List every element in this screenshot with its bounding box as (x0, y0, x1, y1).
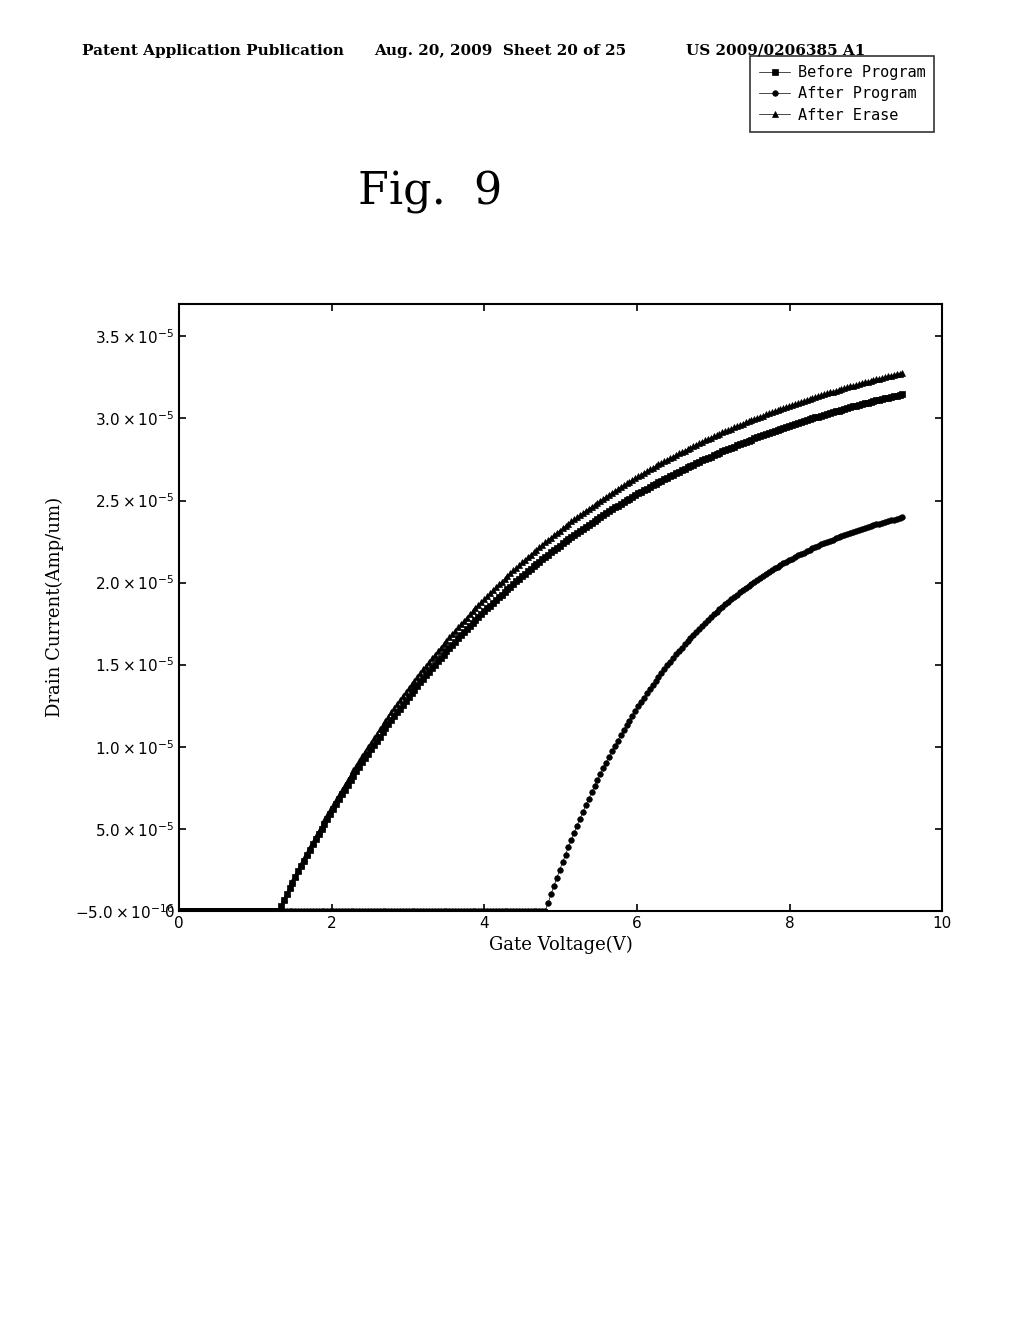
Before Program (896, 387, 908, 403)
Text: Patent Application Publication: Patent Application Publication (82, 44, 344, 58)
After Erase (472, 597, 484, 612)
After Erase (292, 862, 304, 878)
After Program (867, 517, 880, 533)
After Erase (591, 495, 603, 511)
After Program (173, 903, 185, 919)
X-axis label: Gate Voltage(V): Gate Voltage(V) (488, 936, 633, 954)
After Erase (464, 606, 476, 622)
Line: After Program: After Program (176, 515, 905, 913)
After Erase (673, 446, 685, 462)
Before Program (867, 393, 880, 409)
Before Program (472, 610, 484, 626)
Before Program (292, 863, 304, 879)
Text: US 2009/0206385 A1: US 2009/0206385 A1 (686, 44, 865, 58)
After Program (472, 903, 484, 919)
Y-axis label: Drain Current(Amp/um): Drain Current(Amp/um) (46, 498, 65, 717)
Text: Fig.  9: Fig. 9 (358, 170, 502, 214)
After Program (896, 510, 908, 525)
Line: After Erase: After Erase (176, 370, 905, 913)
Before Program (464, 618, 476, 634)
Line: Before Program: Before Program (176, 392, 905, 913)
After Erase (173, 903, 185, 919)
After Program (673, 643, 685, 659)
After Program (591, 772, 603, 788)
Before Program (591, 511, 603, 527)
After Erase (867, 372, 880, 388)
After Erase (896, 364, 908, 380)
Before Program (173, 903, 185, 919)
After Program (464, 903, 476, 919)
Legend: Before Program, After Program, After Erase: Before Program, After Program, After Era… (751, 57, 935, 132)
After Program (292, 903, 304, 919)
Text: Aug. 20, 2009  Sheet 20 of 25: Aug. 20, 2009 Sheet 20 of 25 (374, 44, 626, 58)
Before Program (673, 463, 685, 479)
